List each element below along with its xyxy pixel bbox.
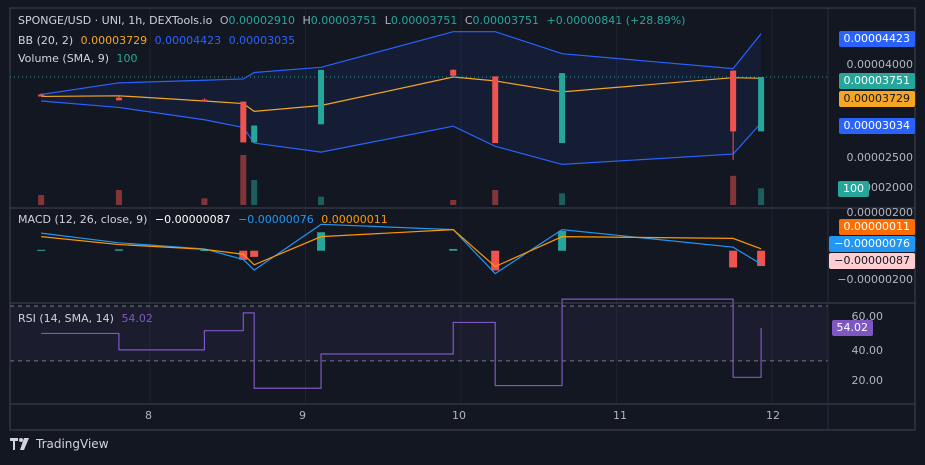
price-axis-label: 0.00004000 [846,58,913,71]
low-label: L [384,14,391,27]
bb-upper-price-tag: 0.00004423 [838,31,915,47]
bb-upper-value: 0.00004423 [154,34,222,47]
macd-signal-line [41,228,762,268]
time-axis-label: 9 [299,409,306,422]
macd-histogram-bar [200,250,209,252]
macd-line [41,223,762,275]
candle [318,69,325,125]
rsi-axis-label: 20.00 [851,374,884,387]
rsi-value: 54.02 [121,312,153,325]
macd-axis-label: −0.00000200 [837,273,913,286]
rsi-pane [10,298,828,389]
macd-histogram-bar [239,250,248,260]
tradingview-brand: TradingView [36,437,109,451]
candle [38,94,45,97]
macd-hist-value: −0.00000087 [154,213,231,226]
macd-histogram-bar [449,248,458,251]
bb-basis-price-tag: 0.00003729 [838,91,915,107]
candle [240,101,247,143]
volume-bar [318,196,325,205]
volume-bar [492,190,499,205]
price-pane [10,31,828,166]
candle [201,99,208,102]
volume-bar [758,188,765,205]
time-axis-label: 11 [613,409,627,422]
candle [115,97,122,101]
time-axis-label: 10 [452,409,466,422]
low-value: 0.00003751 [390,14,458,27]
macd-line-tag: −0.00000076 [829,236,915,252]
bb-upper-line [41,31,762,96]
volume-label: Volume (SMA, 9) [18,52,109,65]
macd-pane [37,223,766,275]
macd-histogram-bar [114,249,123,251]
high-value: 0.00003751 [310,14,378,27]
macd-histogram-bar [491,250,500,271]
bb-label: BB (20, 2) [18,34,74,47]
candle [251,125,258,143]
volume-legend[interactable]: Volume (SMA, 9) 100 [18,52,141,65]
macd-histogram-bar [317,232,326,251]
grid-lines [149,8,773,404]
macd-hist-tag: −0.00000087 [829,253,915,269]
volume-bar [201,198,208,205]
macd-signal-tag: 0.00000011 [838,219,915,235]
volume-bar [240,155,247,205]
rsi-tag: 54.02 [831,320,873,336]
volume-bar [251,180,258,205]
chart-area[interactable] [10,8,828,404]
macd-label: MACD (12, 26, close, 9) [18,213,148,226]
rsi-axis-label: 40.00 [851,344,884,357]
rsi-band-fill [10,306,828,361]
rsi-legend[interactable]: RSI (14, SMA, 14) 54.02 [18,312,157,325]
open-value: 0.00002910 [228,14,295,27]
volume-bar [730,175,737,205]
candle [730,70,737,132]
close-label: C [464,14,473,27]
candle [492,76,499,144]
macd-legend[interactable]: MACD (12, 26, close, 9) −0.00000087 −0.0… [18,213,392,226]
volume-bar [38,195,45,205]
volume-value: 100 [116,52,138,65]
macd-signal-value: 0.00000011 [321,213,388,226]
volume-bar [559,193,566,205]
rsi-label: RSI (14, SMA, 14) [18,312,114,325]
tradingview-footer[interactable]: TradingView [10,437,109,451]
bb-lower-value: 0.00003035 [228,34,296,47]
bollinger-band-fill [41,31,762,165]
rsi-axis-label: 60.00 [851,310,884,323]
time-axis-label: 8 [145,409,152,422]
bb-lower-line [41,100,762,166]
volume-bar [450,200,457,205]
high-label: H [302,14,311,27]
chart-border [9,7,916,431]
macd-histogram-bar [37,249,46,251]
macd-histogram-bar [250,250,259,257]
symbol-legend[interactable]: SPONGE/USD · UNI, 1h, DEXTools.io O0.000… [18,14,689,27]
change-value: +0.00000841 (+28.89%) [546,14,686,27]
candle [758,77,765,132]
symbol-title: SPONGE/USD · UNI, 1h, DEXTools.io [18,14,213,27]
open-label: O [219,14,229,27]
time-axis-label: 12 [766,409,780,422]
volume-bar [115,190,122,205]
rsi-line [41,298,762,389]
bb-legend[interactable]: BB (20, 2) 0.00003729 0.00004423 0.00003… [18,34,299,47]
macd-histogram-bar [757,250,766,267]
last-price-tag: 0.00003751 [838,73,915,89]
bb-lower-price-tag: 0.00003034 [838,118,915,134]
price-axis-label: 0.00002500 [846,151,913,164]
volume-pane [38,155,765,205]
macd-histogram-bar [729,250,738,268]
macd-axis-label: 0.00000200 [846,206,913,219]
macd-histogram-bar [558,231,567,251]
close-value: 0.00003751 [472,14,540,27]
volume-tag: 100 [838,181,869,197]
candle [559,73,566,144]
macd-line-value: −0.00000076 [238,213,314,226]
bb-basis-value: 0.00003729 [80,34,148,47]
tradingview-logo-icon [10,438,29,450]
candle [450,69,457,76]
